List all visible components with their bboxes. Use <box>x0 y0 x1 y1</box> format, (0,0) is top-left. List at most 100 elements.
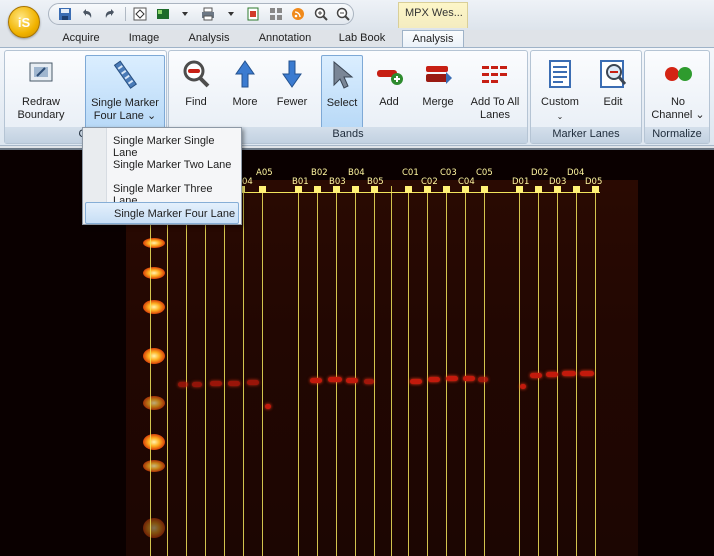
lane-line[interactable] <box>150 186 151 556</box>
lane-handle[interactable] <box>516 186 523 193</box>
select-button[interactable]: Select <box>321 55 363 129</box>
tab-lab-book[interactable]: Lab Book <box>338 32 386 44</box>
lane-handle[interactable] <box>573 186 580 193</box>
protein-band[interactable] <box>247 380 259 385</box>
lane-handle[interactable] <box>405 186 412 193</box>
protein-band[interactable] <box>562 371 576 376</box>
lane-label-d05: D05 <box>585 177 603 187</box>
zoom-out-icon[interactable] <box>334 5 354 23</box>
menu-item-single-marker-three-lane[interactable]: Single Marker Three Lane <box>113 183 213 207</box>
custom-button[interactable]: Custom ⌄ <box>535 55 585 129</box>
lane-line[interactable] <box>595 186 596 556</box>
redo-icon[interactable] <box>100 5 120 23</box>
lane-line[interactable] <box>557 186 558 556</box>
target-icon[interactable] <box>131 5 151 23</box>
protein-band[interactable] <box>546 372 558 377</box>
lane-line[interactable] <box>167 186 168 556</box>
lane-handle[interactable] <box>535 186 542 193</box>
tab-acquire[interactable]: Acquire <box>62 32 100 44</box>
menu-item-single-marker-two-lane[interactable]: Single Marker Two Lane <box>113 159 232 171</box>
protein-band[interactable] <box>478 377 488 382</box>
lane-line[interactable] <box>243 186 244 556</box>
merge-button[interactable]: Merge <box>415 55 461 129</box>
protein-band[interactable] <box>520 384 526 389</box>
protein-band[interactable] <box>178 382 188 387</box>
protein-band[interactable] <box>364 379 374 384</box>
print-icon[interactable] <box>198 5 218 23</box>
lane-line[interactable] <box>298 186 299 556</box>
tab-annotation[interactable]: Annotation <box>258 32 312 44</box>
protein-band[interactable] <box>346 378 358 383</box>
tab-analysis[interactable]: Analysis <box>188 32 230 44</box>
protein-band[interactable] <box>463 376 475 381</box>
app-menu-button[interactable]: iS <box>8 6 40 38</box>
lane-line[interactable] <box>355 186 356 556</box>
lane-handle[interactable] <box>424 186 431 193</box>
lane-handle[interactable] <box>352 186 359 193</box>
lane-line[interactable] <box>391 186 392 556</box>
protein-band[interactable] <box>446 376 458 381</box>
lane-handle[interactable] <box>259 186 266 193</box>
add-button[interactable]: Add <box>367 55 411 129</box>
lane-label-b04: B04 <box>348 168 365 178</box>
lane-line[interactable] <box>465 186 466 556</box>
more-button[interactable]: More <box>223 55 267 129</box>
grid-icon[interactable] <box>266 5 286 23</box>
no-channel-button[interactable]: No Channel ⌄ <box>649 55 707 129</box>
edit-button[interactable]: Edit <box>589 55 637 129</box>
lane-line[interactable] <box>446 186 447 556</box>
lane-line[interactable] <box>317 186 318 556</box>
lane-handle[interactable] <box>295 186 302 193</box>
zoom-in-icon[interactable] <box>311 5 331 23</box>
lane-line[interactable] <box>186 186 187 556</box>
rss-icon[interactable] <box>288 5 308 23</box>
protein-band[interactable] <box>580 371 594 376</box>
protein-band[interactable] <box>328 377 342 382</box>
lane-line[interactable] <box>484 186 485 556</box>
chevron-down-icon[interactable] <box>176 5 196 23</box>
tab-mpx-analysis[interactable]: Analysis <box>402 30 464 49</box>
protein-band[interactable] <box>428 377 440 382</box>
lane-line[interactable] <box>427 186 428 556</box>
chevron-down-icon[interactable] <box>221 5 241 23</box>
chevron-down-icon: ⌄ <box>556 112 564 121</box>
lane-handle[interactable] <box>481 186 488 193</box>
lane-line[interactable] <box>336 186 337 556</box>
lane-handle[interactable] <box>462 186 469 193</box>
tab-image[interactable]: Image <box>128 32 160 44</box>
lane-line[interactable] <box>205 186 206 556</box>
display-icon[interactable] <box>153 5 173 23</box>
lane-line[interactable] <box>262 186 263 556</box>
menu-item-single-marker-single-lane[interactable]: Single Marker Single Lane <box>113 135 215 159</box>
redraw-boundary-button[interactable]: Redraw Boundary <box>11 55 71 129</box>
lane-handle[interactable] <box>371 186 378 193</box>
save-icon[interactable] <box>55 5 75 23</box>
lane-handle[interactable] <box>554 186 561 193</box>
membrane-image[interactable] <box>126 180 638 556</box>
add-to-all-lanes-button[interactable]: Add To All Lanes <box>465 55 525 129</box>
protein-band[interactable] <box>530 373 542 378</box>
protein-band[interactable] <box>410 379 422 384</box>
fewer-button[interactable]: Fewer <box>269 55 315 129</box>
lane-line[interactable] <box>408 186 409 556</box>
lane-line[interactable] <box>224 186 225 556</box>
protein-band[interactable] <box>192 382 202 387</box>
find-button[interactable]: Find <box>173 55 219 129</box>
lane-line[interactable] <box>576 186 577 556</box>
protein-band[interactable] <box>228 381 240 386</box>
protein-band[interactable] <box>310 378 322 383</box>
lane-line[interactable] <box>374 186 375 556</box>
lane-handle[interactable] <box>314 186 321 193</box>
single-marker-four-lane-button[interactable]: Single Marker Four Lane ⌄ <box>85 55 165 129</box>
lane-line[interactable] <box>538 186 539 556</box>
lane-handle[interactable] <box>592 186 599 193</box>
lane-handle[interactable] <box>333 186 340 193</box>
image-canvas[interactable]: A05 04 B01 B02 B03 B04 B05 C01 C02 C03 C… <box>0 148 714 556</box>
undo-icon[interactable] <box>78 5 98 23</box>
lane-handle[interactable] <box>443 186 450 193</box>
protein-band[interactable] <box>265 404 271 409</box>
lane-line[interactable] <box>519 186 520 556</box>
protein-band[interactable] <box>210 381 222 386</box>
report-icon[interactable] <box>243 5 263 23</box>
menu-item-single-marker-four-lane[interactable]: Single Marker Four Lane <box>85 202 239 224</box>
